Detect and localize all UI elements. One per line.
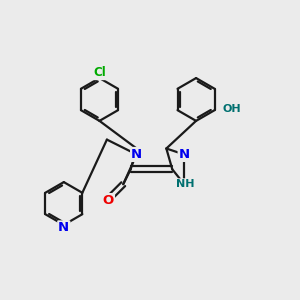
Text: Cl: Cl bbox=[93, 66, 106, 79]
Text: N: N bbox=[58, 221, 69, 234]
Text: OH: OH bbox=[223, 104, 242, 114]
Text: N: N bbox=[131, 148, 142, 161]
Text: NH: NH bbox=[176, 179, 195, 189]
Text: O: O bbox=[103, 194, 114, 207]
Text: N: N bbox=[178, 148, 190, 161]
